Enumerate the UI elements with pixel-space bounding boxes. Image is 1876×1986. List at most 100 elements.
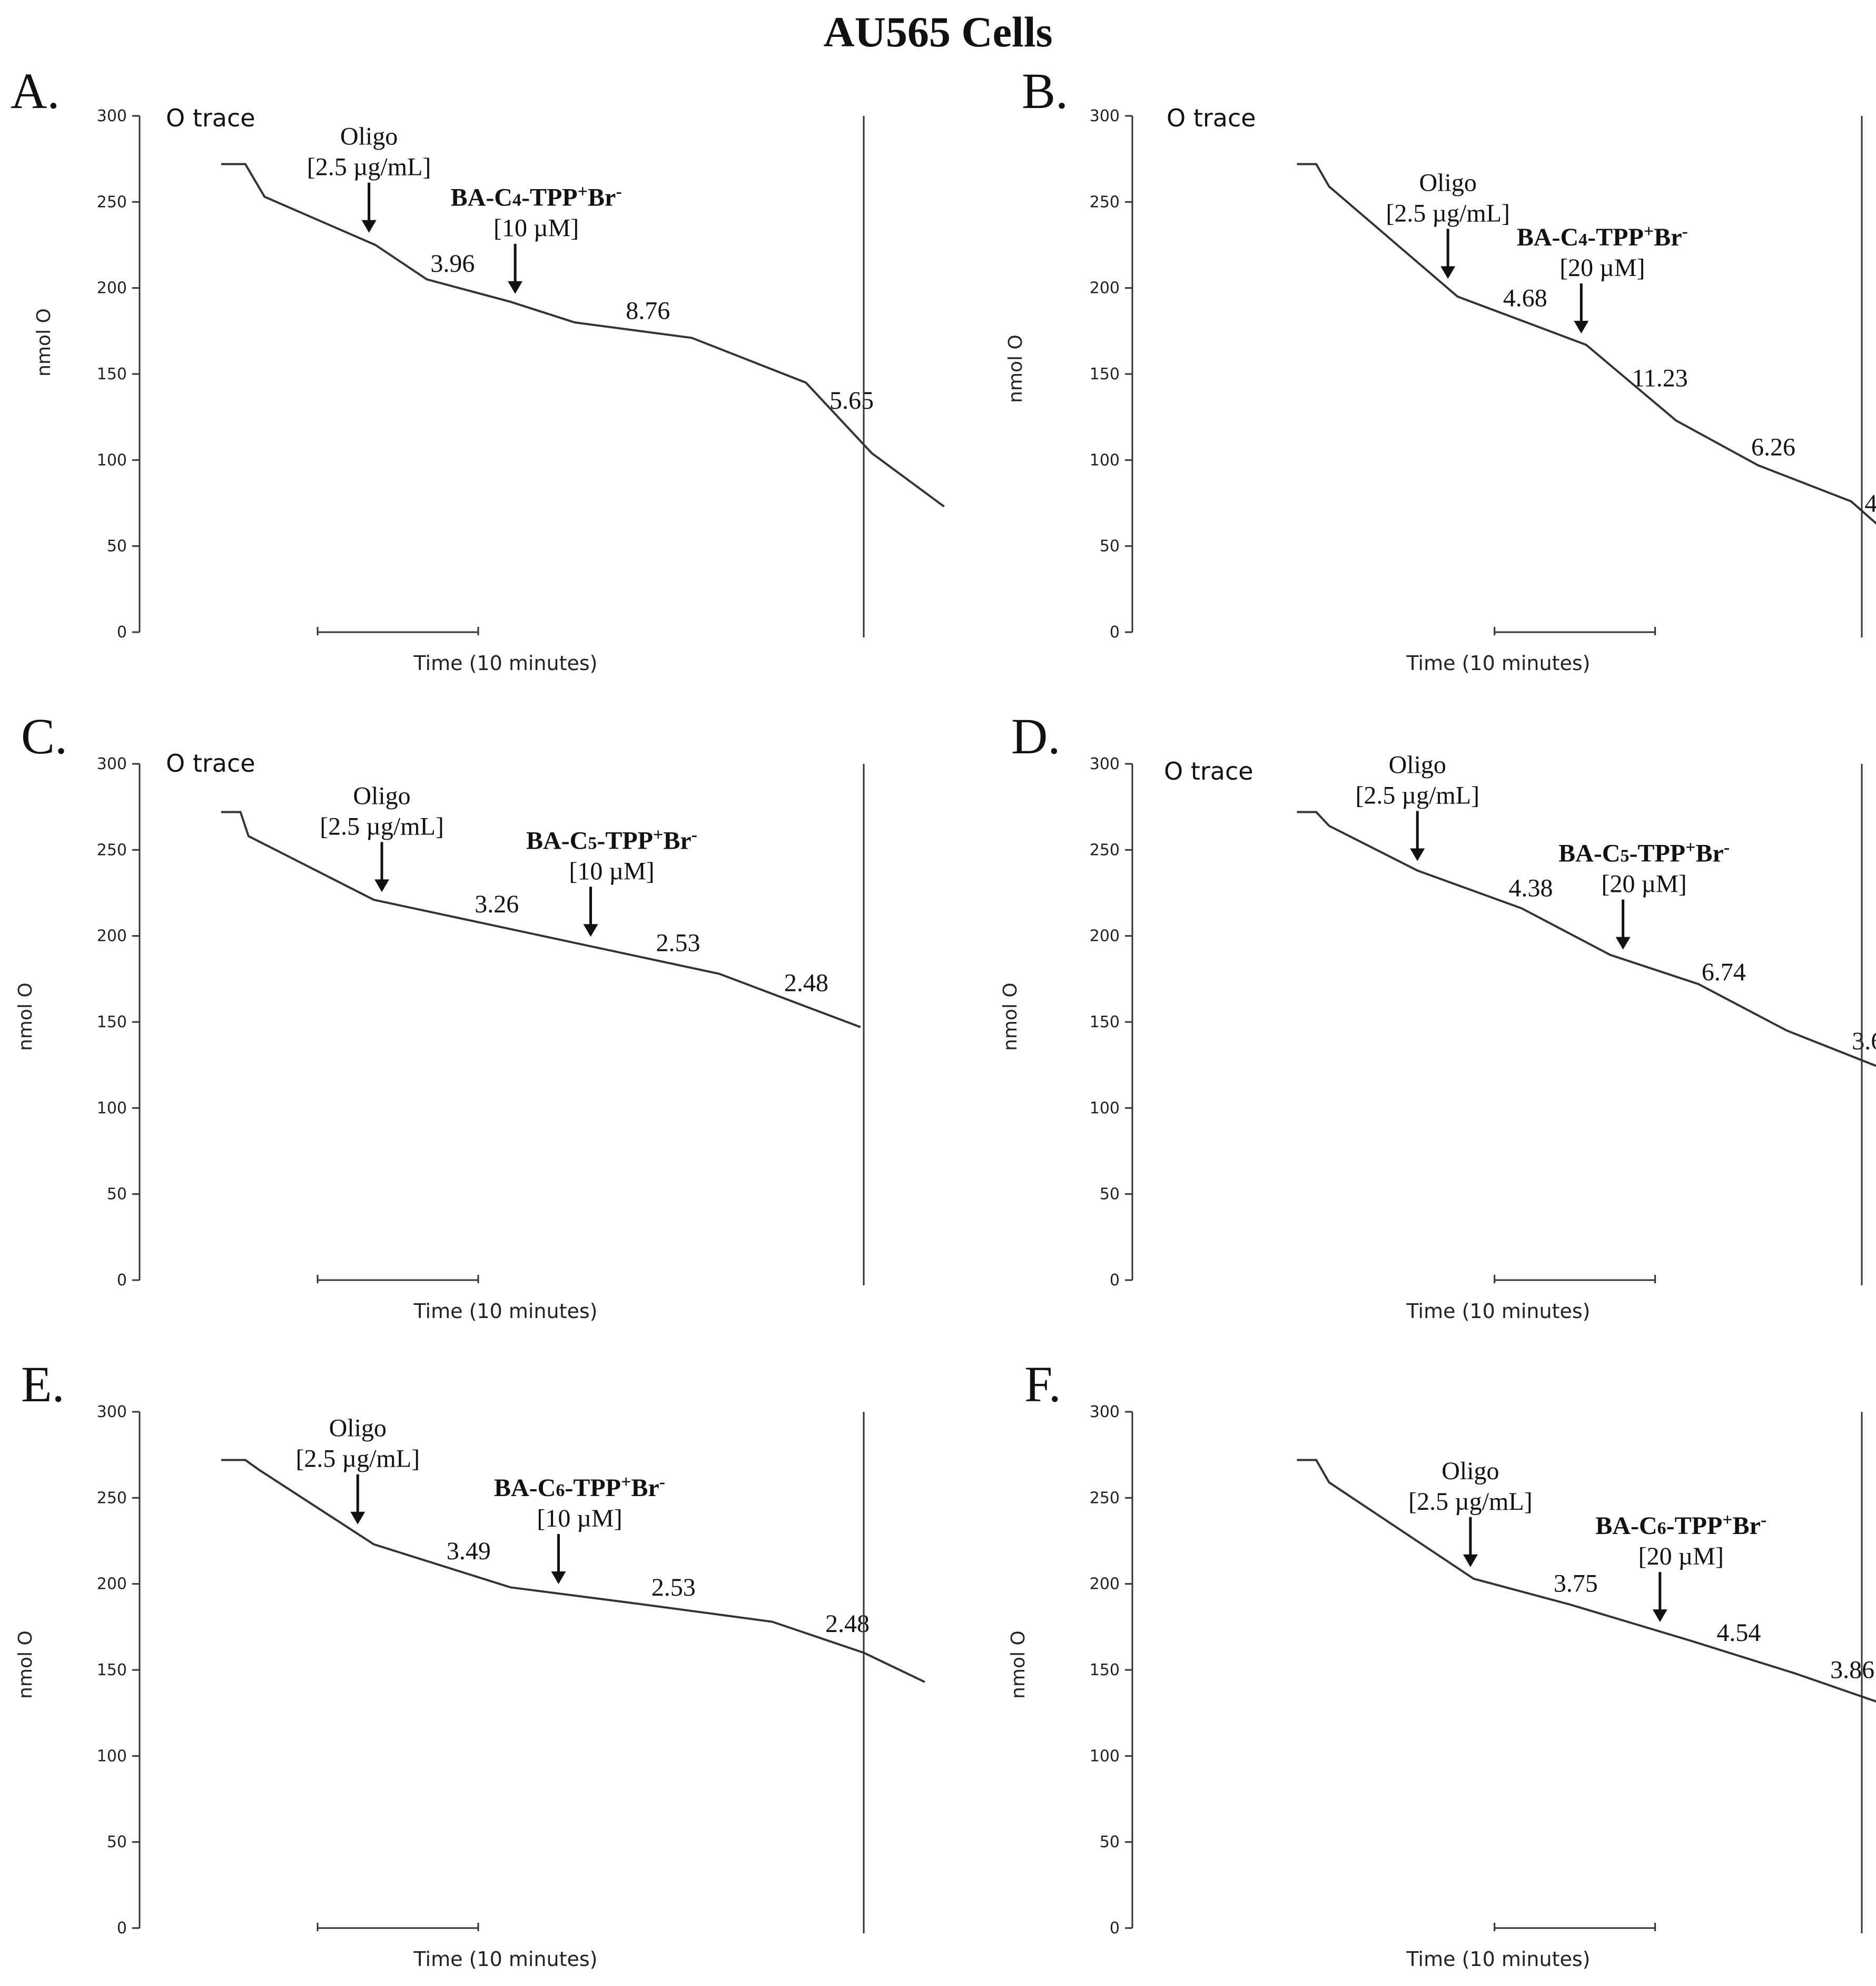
y-tick-label: 150	[97, 1661, 127, 1679]
compound-label: BA-C6-TPP+Br-	[494, 1472, 665, 1502]
rate-label-1: 3.26	[475, 890, 519, 918]
panel-letter: D.	[1011, 708, 1060, 764]
compound-arrow-icon	[508, 281, 523, 294]
y-tick-label: 300	[1090, 1403, 1120, 1421]
y-tick-label: 100	[97, 1747, 127, 1765]
o-trace-legend: O trace	[166, 749, 255, 778]
y-tick-label: 200	[97, 927, 127, 946]
oligo-arrow-icon	[1463, 1554, 1478, 1567]
rate-label-3: 3.65	[1852, 1027, 1876, 1055]
rate-label-2: 8.76	[626, 297, 670, 325]
oligo-label: Oligo	[353, 782, 410, 810]
compound-label: BA-C4-TPP+Br-	[1517, 222, 1688, 251]
y-tick-label: 200	[1090, 1575, 1120, 1594]
y-tick-label: 150	[1090, 365, 1120, 384]
oligo-label: Oligo	[1441, 1457, 1499, 1485]
oxygen-trace-line	[221, 811, 861, 1028]
oxygen-trace-line	[221, 163, 945, 508]
compound-label: BA-C5-TPP+Br-	[526, 825, 697, 854]
oligo-arrow-icon	[1440, 266, 1456, 279]
panel-d-chart: D. nmol O Time (10 minutes) O trace Olig…	[1000, 708, 1876, 1323]
rate-label-2: 6.74	[1702, 958, 1746, 986]
y-tick-label: 300	[1090, 107, 1120, 125]
compound-dose: [10 µM]	[569, 857, 654, 885]
oligo-dose: [2.5 µg/mL]	[1355, 782, 1479, 810]
oxygen-trace-line	[1297, 1459, 1876, 1703]
x-axis-label: Time (10 minutes)	[1406, 1948, 1591, 1971]
y-tick-label: 0	[117, 1271, 127, 1290]
oligo-label: Oligo	[1419, 169, 1477, 196]
rate-label-1: 3.75	[1554, 1569, 1598, 1597]
figure-title: AU565 Cells	[823, 8, 1053, 56]
rate-label-3: 3.86	[1830, 1656, 1874, 1684]
y-tick-label: 50	[107, 537, 127, 556]
rate-label-3: 6.26	[1751, 434, 1795, 461]
y-tick-label: 50	[1100, 1185, 1120, 1204]
y-tick-label: 50	[1100, 1833, 1120, 1852]
y-tick-label: 200	[97, 279, 127, 298]
y-axis-label: nmol O	[15, 1630, 36, 1699]
y-tick-label: 0	[117, 623, 127, 642]
x-axis-label: Time (10 minutes)	[413, 652, 598, 675]
y-tick-label: 200	[97, 1575, 127, 1594]
oxygen-trace-line	[221, 1459, 925, 1683]
y-tick-label: 100	[1090, 451, 1120, 469]
rate-label-3: 2.48	[784, 969, 828, 997]
rate-label-2: 2.53	[656, 929, 700, 957]
compound-dose: [20 µM]	[1559, 254, 1645, 282]
x-axis-label: Time (10 minutes)	[413, 1948, 598, 1971]
y-tick-label: 250	[97, 193, 127, 211]
panel-letter: C.	[21, 708, 67, 764]
rate-label-4: 4.61	[1864, 490, 1876, 518]
y-tick-label: 200	[1090, 927, 1120, 946]
o-trace-legend: O trace	[1167, 104, 1256, 132]
rate-label-1: 3.96	[430, 250, 475, 278]
panel-c-chart: C. nmol O Time (10 minutes) O trace Olig…	[15, 708, 865, 1323]
oligo-dose: [2.5 µg/mL]	[1386, 199, 1510, 227]
compound-label: BA-C4-TPP+Br-	[451, 182, 622, 212]
oligo-arrow-icon	[350, 1511, 366, 1525]
y-tick-label: 250	[97, 1489, 127, 1507]
y-tick-label: 250	[1090, 193, 1120, 211]
y-tick-label: 250	[97, 841, 127, 859]
rate-label-2: 4.54	[1716, 1619, 1761, 1647]
y-tick-label: 300	[1090, 755, 1120, 773]
compound-arrow-icon	[1574, 321, 1589, 334]
y-tick-label: 100	[1090, 1099, 1120, 1117]
oligo-arrow-icon	[374, 879, 389, 892]
x-axis-label: Time (10 minutes)	[1406, 1300, 1591, 1323]
rate-label-1: 4.38	[1508, 874, 1553, 902]
y-tick-label: 300	[97, 755, 127, 773]
panel-f-chart: F. nmol O Time (10 minutes) Oligo [2.5 µ…	[1008, 1356, 1876, 1971]
y-tick-label: 150	[1090, 1013, 1120, 1031]
y-axis-label: nmol O	[1000, 982, 1021, 1051]
oligo-label: Oligo	[329, 1414, 387, 1442]
rate-label-3: 2.48	[825, 1610, 870, 1638]
oxygen-trace-line	[1297, 811, 1876, 1067]
o-trace-legend: O trace	[1164, 757, 1253, 785]
y-tick-label: 0	[1110, 1919, 1120, 1938]
compound-label: BA-C5-TPP+Br-	[1558, 838, 1730, 868]
compound-dose: [10 µM]	[493, 214, 579, 242]
panel-letter: F.	[1024, 1356, 1061, 1412]
rate-label-2: 2.53	[651, 1574, 696, 1601]
y-tick-label: 200	[1090, 279, 1120, 298]
y-tick-label: 150	[97, 1013, 127, 1031]
y-tick-label: 150	[97, 365, 127, 384]
oligo-dose: [2.5 µg/mL]	[295, 1445, 420, 1473]
x-axis-label: Time (10 minutes)	[1406, 652, 1591, 675]
oligo-dose: [2.5 µg/mL]	[1408, 1488, 1533, 1516]
y-tick-label: 50	[107, 1185, 127, 1204]
y-tick-label: 50	[107, 1833, 127, 1852]
y-tick-label: 100	[97, 1099, 127, 1117]
rate-label-2: 11.23	[1632, 365, 1687, 392]
y-tick-label: 300	[97, 107, 127, 125]
y-tick-label: 50	[1100, 537, 1120, 556]
oligo-arrow-icon	[361, 220, 377, 233]
y-axis-label: nmol O	[15, 982, 36, 1051]
y-tick-label: 0	[1110, 623, 1120, 642]
panel-e-chart: E. nmol O Time (10 minutes) Oligo [2.5 µ…	[15, 1356, 925, 1971]
y-tick-label: 300	[97, 1403, 127, 1421]
compound-arrow-icon	[551, 1571, 566, 1584]
y-tick-label: 250	[1090, 841, 1120, 859]
